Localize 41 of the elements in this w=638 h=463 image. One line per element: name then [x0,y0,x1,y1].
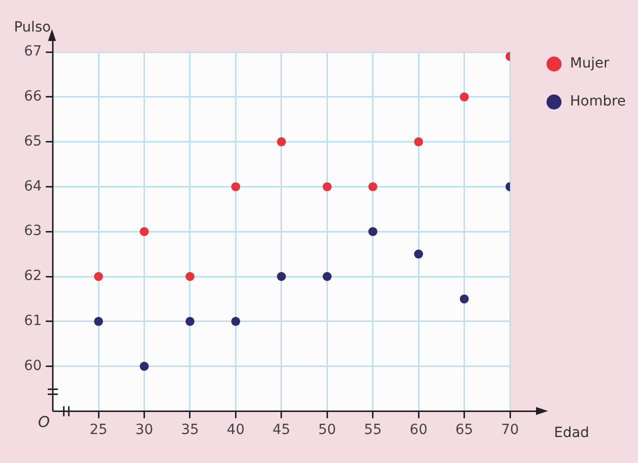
legend-label: Mujer [570,56,610,72]
point [322,182,332,192]
y-axis-title: Pulso [14,20,51,36]
point [94,316,104,326]
y-tick-label: 66 [24,88,42,105]
y-tick-label: 64 [24,178,42,194]
legend-label: Hombre [570,94,626,110]
point [276,137,286,146]
point [368,182,378,192]
x-tick-label: 50 [318,422,336,438]
point [185,272,194,281]
point [140,227,149,236]
x-tick-label: 35 [181,422,199,438]
point [460,92,469,102]
y-tick-label: 67 [24,44,42,60]
point [460,294,469,304]
point [414,137,424,146]
x-tick-label: 45 [272,422,290,438]
point [322,272,332,281]
y-tick-label: 63 [24,223,42,240]
x-axis-title: Edad [554,424,590,441]
x-tick-label: 55 [364,422,382,438]
point [368,227,378,236]
point [185,316,194,326]
y-tick-label: 62 [24,268,42,284]
x-tick-label: 70 [501,422,519,438]
point [276,272,286,281]
x-tick-label: 65 [455,422,474,438]
y-tick-label: 60 [24,358,42,374]
text: O [38,413,50,432]
x-tick-label: 40 [226,422,245,438]
y-tick-label: 65 [24,133,42,150]
point [231,316,240,326]
point [414,250,424,259]
x-tick-label: 25 [90,422,108,438]
point [94,272,104,281]
point [140,362,149,371]
y-tick-label: 61 [24,313,42,330]
x-tick-label: 60 [410,422,428,438]
x-tick-label: 30 [135,422,154,438]
point [231,182,240,192]
